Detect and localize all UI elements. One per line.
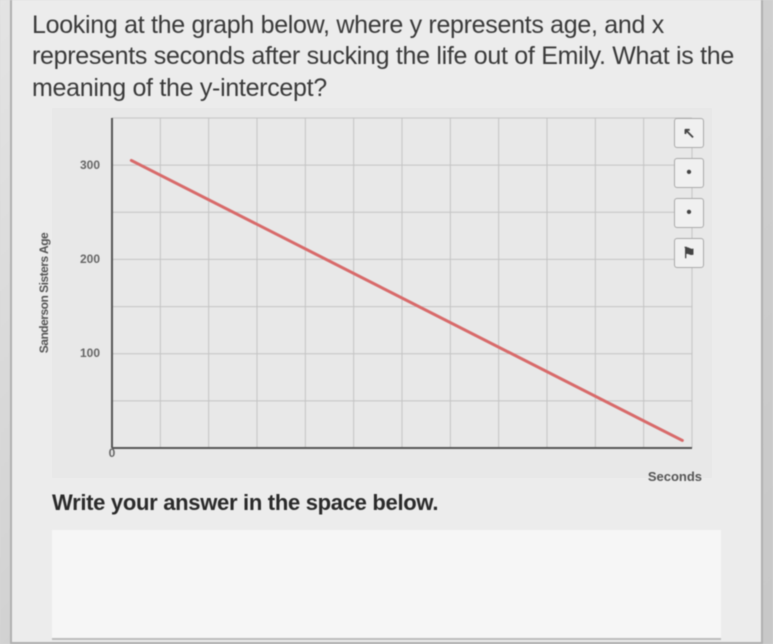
y-axis-label: Sanderson Sisters Age <box>37 233 51 353</box>
marker-tool-icon[interactable]: • <box>674 158 704 188</box>
pointer-tool-icon[interactable]: ↖ <box>674 118 704 148</box>
marker-tool-icon[interactable]: • <box>674 198 704 228</box>
y-tick-label: 100 <box>80 346 100 360</box>
answer-input-area[interactable] <box>52 530 721 640</box>
content-frame: Looking at the graph below, where y repr… <box>10 0 763 644</box>
answer-prompt-text: Write your answer in the space below. <box>52 490 741 516</box>
x-tick-label: 0 <box>109 446 116 460</box>
question-text: Looking at the graph below, where y repr… <box>32 10 741 104</box>
worksheet-page: Looking at the graph below, where y repr… <box>0 0 773 644</box>
y-tick-label: 300 <box>80 158 100 172</box>
y-tick-label: 200 <box>80 252 100 266</box>
chart-canvas <box>52 108 712 478</box>
flag-tool-icon[interactable]: ⚑ <box>674 238 704 268</box>
line-chart: Sanderson Sisters Age Seconds ↖ • • ⚑ 10… <box>52 108 712 478</box>
x-axis-label: Seconds <box>648 469 702 484</box>
chart-toolbar: ↖ • • ⚑ <box>674 118 704 268</box>
